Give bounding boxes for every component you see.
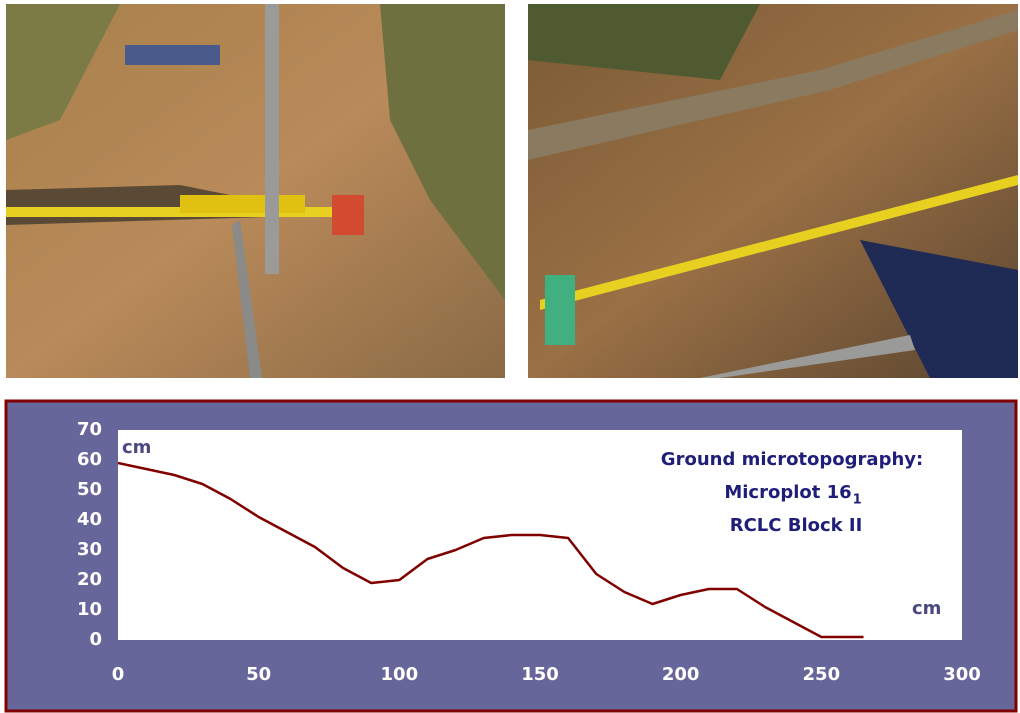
y-tick-label: 60 [77,449,102,470]
x-tick-label: 250 [803,664,841,685]
page: Ground microtopography: Microplot 16 1 R… [0,0,1020,713]
x-tick-label: 200 [662,664,700,685]
y-tick-label: 50 [77,479,102,500]
y-tick-label: 70 [77,419,102,440]
x-tick-label: 150 [521,664,559,685]
x-tick-label: 100 [381,664,419,685]
y-tick-label: 30 [77,539,102,560]
y-tick-label: 0 [89,629,102,650]
y-tick-label: 10 [77,599,102,620]
y-tick-label: 40 [77,509,102,530]
x-tick-label: 0 [112,664,125,685]
x-tick-label: 50 [246,664,271,685]
chart-title: Ground microtopography: [661,449,923,470]
x-axis-label: cm [912,598,941,619]
chart-note: RCLC Block II [730,515,863,536]
chart-subtitle: Microplot 16 [724,482,851,503]
subtitle-subscript: 1 [853,493,862,508]
y-axis-label: cm [122,437,151,458]
figure: Ground microtopography: Microplot 16 1 R… [0,0,1020,713]
y-tick-label: 20 [77,569,102,590]
x-tick-label: 300 [943,664,981,685]
photo-left [6,4,505,378]
photo-right [528,4,1018,378]
